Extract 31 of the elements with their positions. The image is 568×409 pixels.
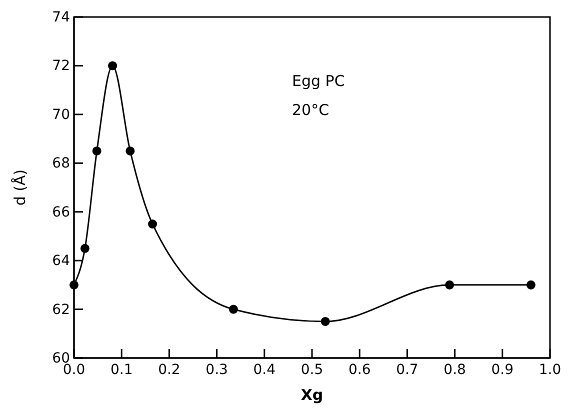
x-tick-label: 0.7 xyxy=(396,362,418,378)
y-tick-label: 68 xyxy=(52,156,70,172)
x-tick-label: 0.9 xyxy=(491,362,514,378)
x-tick-label: 0.3 xyxy=(206,362,228,378)
x-tick-label: 0.1 xyxy=(110,362,133,378)
y-tick-label: 70 xyxy=(52,106,70,123)
point xyxy=(69,280,79,290)
point xyxy=(526,280,536,290)
x-axis-title: Xg xyxy=(300,386,324,404)
y-axis-title: d (Å) xyxy=(11,169,29,206)
x-tick-label: 0.5 xyxy=(300,362,324,378)
y-tick-label: 66 xyxy=(52,204,70,220)
y-tick-label: 74 xyxy=(52,9,70,26)
point xyxy=(228,304,238,314)
x-tick-label: 0.8 xyxy=(444,362,466,378)
annotation: 20°C xyxy=(292,101,330,119)
point xyxy=(108,61,118,70)
x-tick-label: 0.6 xyxy=(348,362,371,378)
y-tick-label: 62 xyxy=(52,302,70,318)
point xyxy=(445,280,454,290)
point xyxy=(320,316,330,326)
y-tick-label: 72 xyxy=(52,58,70,74)
x-tick-label: 0.4 xyxy=(253,362,276,378)
x-tick-label: 0.2 xyxy=(158,362,180,378)
point xyxy=(126,146,135,156)
annotation: Egg PC xyxy=(292,72,345,90)
y-tick-label: 64 xyxy=(52,253,70,270)
x-tick-label: 1.0 xyxy=(538,362,562,378)
point xyxy=(80,244,90,253)
point xyxy=(92,146,102,156)
point xyxy=(148,220,158,229)
